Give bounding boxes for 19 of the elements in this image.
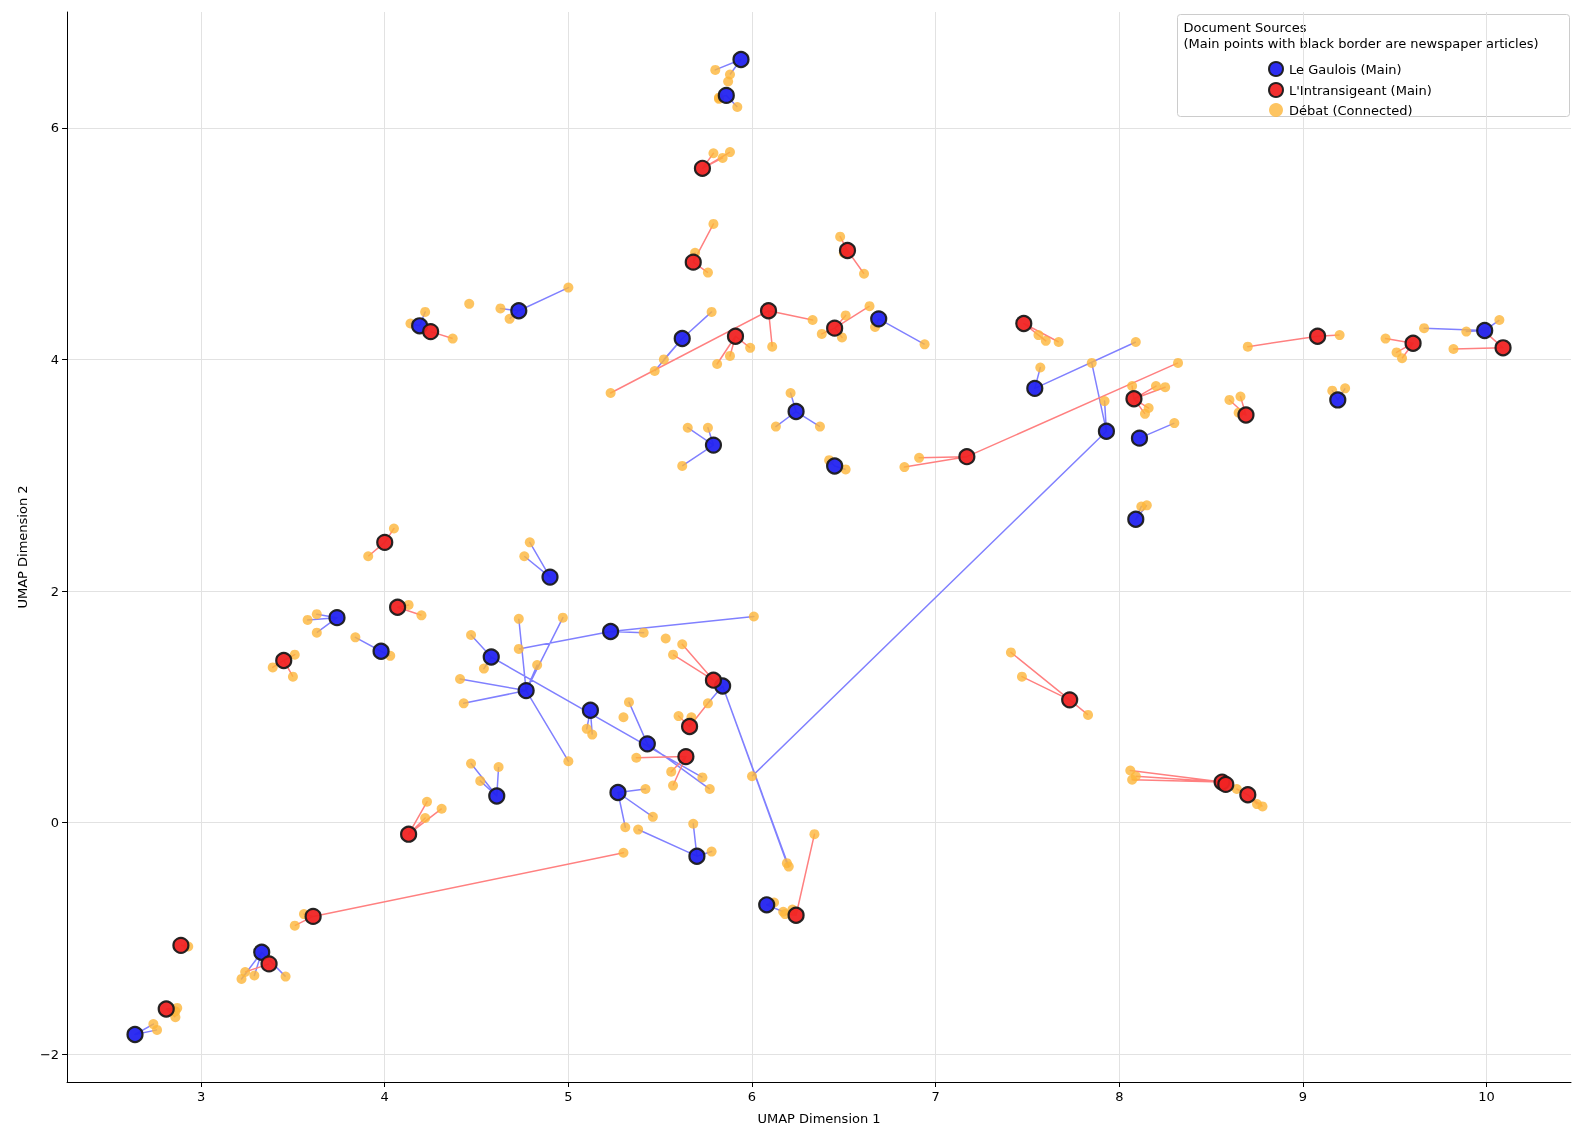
legend-label: Débat (Connected) [1289,102,1413,118]
legend-label: Le Gaulois (Main) [1289,61,1402,77]
x-tick-label: 10 [1478,1089,1495,1104]
y-tick-label: −2 [39,1046,60,1062]
y-axis-title: UMAP Dimension 2 [15,485,30,609]
x-tick-label: 3 [196,1089,206,1104]
x-axis-title: UMAP Dimension 1 [757,1111,881,1126]
legend-label: L'Intransigeant (Main) [1289,82,1432,98]
x-tick-label: 6 [747,1089,757,1104]
y-tick-label: 6 [50,120,60,136]
legend-title: Document Sources (Main points with black border are newspaper articles) [1183,20,1539,51]
y-tick-label: 2 [50,583,60,599]
x-tick-label: 7 [931,1089,940,1104]
x-tick-label: 5 [564,1089,573,1104]
y-tick-label: 0 [50,815,60,831]
x-tick-label: 4 [380,1089,389,1104]
y-tick-label: 4 [50,351,60,367]
x-tick-label: 8 [1115,1089,1124,1104]
x-tick-label: 9 [1298,1089,1308,1104]
